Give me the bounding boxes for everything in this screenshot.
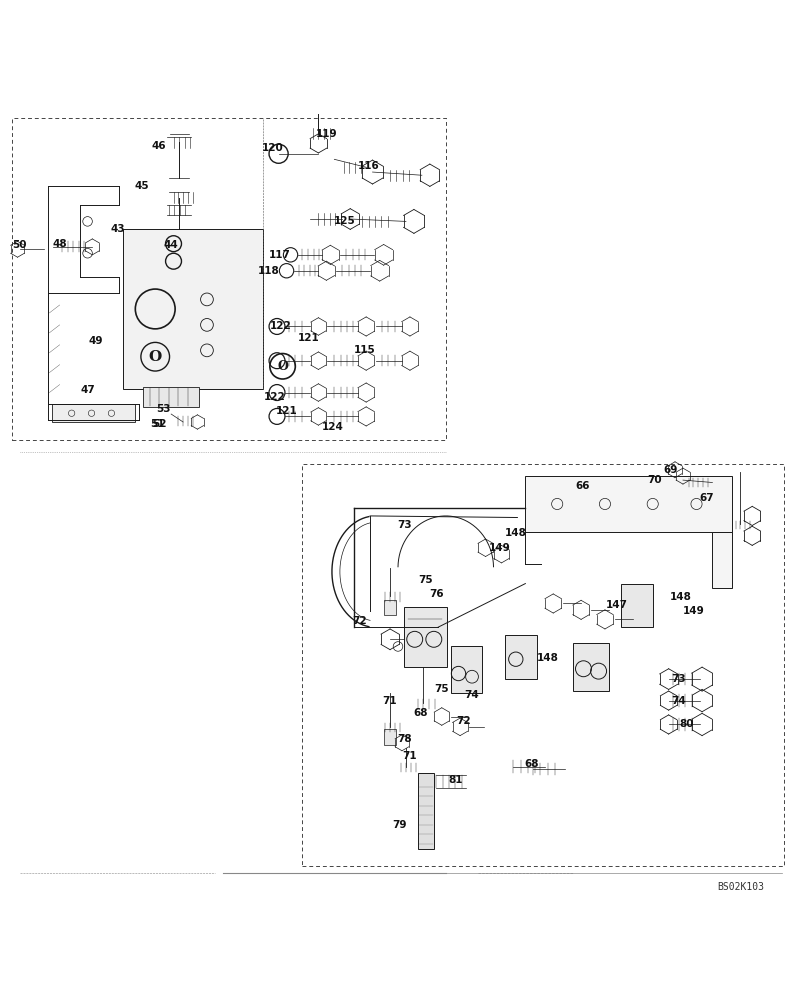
- Bar: [712, 532, 732, 588]
- Bar: [451, 646, 482, 693]
- Text: 68: 68: [525, 759, 539, 769]
- Text: 66: 66: [576, 481, 590, 491]
- Bar: [12, 118, 446, 440]
- Text: 70: 70: [647, 475, 661, 485]
- Text: 52: 52: [152, 419, 166, 429]
- Text: 118: 118: [258, 266, 280, 276]
- Text: 73: 73: [671, 674, 685, 684]
- Text: 78: 78: [397, 734, 412, 744]
- Text: 48: 48: [53, 239, 67, 249]
- Bar: [384, 600, 396, 615]
- Text: 124: 124: [322, 422, 344, 432]
- Bar: [621, 584, 653, 627]
- Bar: [143, 387, 199, 407]
- Text: 44: 44: [164, 240, 178, 250]
- Text: 149: 149: [489, 543, 511, 553]
- Text: 116: 116: [357, 161, 380, 171]
- Text: 120: 120: [261, 143, 283, 153]
- Text: 148: 148: [537, 653, 559, 663]
- Bar: [418, 773, 434, 849]
- Text: 121: 121: [298, 333, 320, 343]
- Text: 149: 149: [683, 606, 705, 616]
- Text: 75: 75: [419, 575, 433, 585]
- Text: 43: 43: [111, 224, 125, 234]
- Text: 53: 53: [156, 404, 170, 414]
- Text: 49: 49: [88, 336, 103, 346]
- Text: 71: 71: [383, 696, 397, 706]
- Text: 79: 79: [392, 820, 407, 830]
- Text: 115: 115: [353, 345, 376, 355]
- Bar: [505, 635, 537, 679]
- Text: 121: 121: [275, 406, 298, 416]
- Text: 75: 75: [435, 684, 449, 694]
- Bar: [52, 404, 135, 422]
- Text: 117: 117: [269, 250, 291, 260]
- Bar: [123, 229, 263, 389]
- Text: 76: 76: [429, 589, 443, 599]
- Text: 69: 69: [663, 465, 677, 475]
- Bar: [525, 476, 732, 532]
- Text: 73: 73: [397, 520, 412, 530]
- Text: 68: 68: [413, 708, 427, 718]
- Text: 147: 147: [606, 600, 628, 610]
- Bar: [573, 643, 609, 691]
- Text: 80: 80: [679, 719, 693, 729]
- Text: 50: 50: [13, 240, 27, 250]
- Bar: [302, 464, 784, 866]
- Text: 81: 81: [448, 775, 462, 785]
- Text: 148: 148: [505, 528, 527, 538]
- Text: 148: 148: [669, 592, 692, 602]
- Bar: [404, 607, 447, 667]
- Text: O: O: [277, 360, 288, 373]
- Text: 74: 74: [464, 690, 478, 700]
- Text: 72: 72: [456, 716, 470, 726]
- Text: BS02K103: BS02K103: [717, 882, 764, 892]
- Text: 71: 71: [403, 751, 417, 761]
- Text: 47: 47: [80, 385, 95, 395]
- Text: 72: 72: [353, 616, 367, 626]
- Text: 46: 46: [152, 141, 166, 151]
- Bar: [384, 729, 396, 745]
- Text: 119: 119: [315, 129, 338, 139]
- Text: 67: 67: [700, 493, 714, 503]
- Text: 122: 122: [269, 321, 291, 331]
- Text: 74: 74: [671, 696, 685, 706]
- Text: 45: 45: [135, 181, 149, 191]
- Text: 125: 125: [334, 216, 356, 226]
- Text: O: O: [149, 350, 162, 364]
- Text: 51: 51: [150, 419, 165, 429]
- Text: 122: 122: [263, 392, 286, 402]
